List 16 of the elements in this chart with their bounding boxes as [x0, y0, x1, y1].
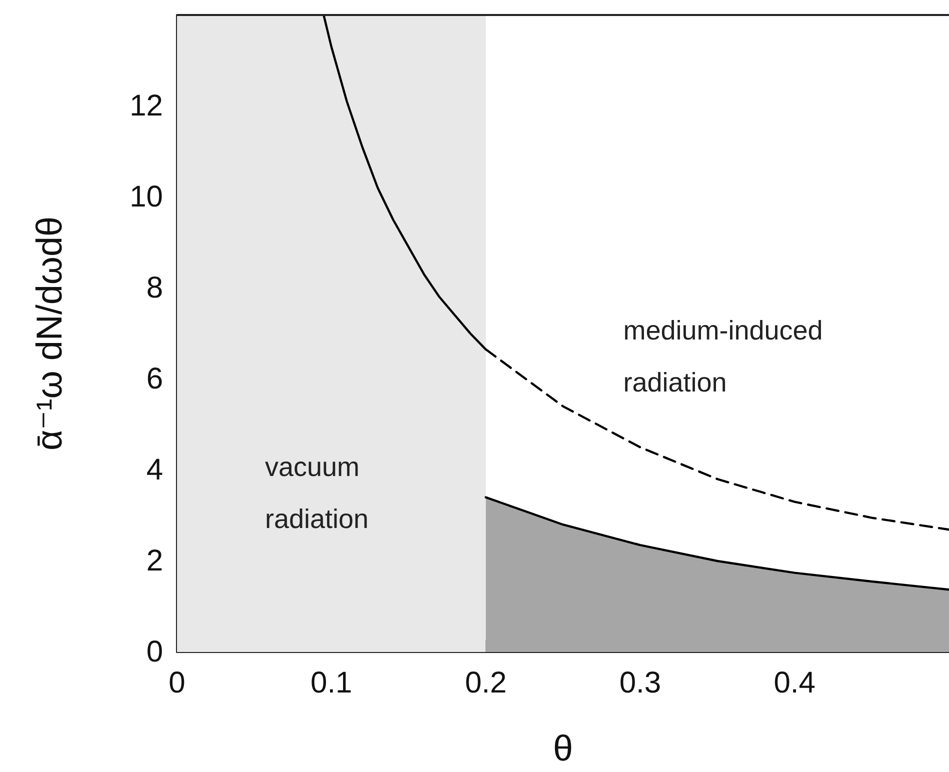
- x-tick-label: 0.2: [464, 666, 507, 700]
- x-axis-title: θ: [552, 728, 574, 768]
- y-tick-label: 2: [146, 544, 163, 578]
- annotation: medium-induced radiation: [623, 315, 823, 398]
- y-axis-title: ᾱ⁻¹ω dN/dωdθ: [28, 216, 70, 451]
- y-tick-label: 4: [146, 454, 163, 486]
- y-tick-label: 6: [146, 362, 163, 396]
- y-tick-label: 10: [130, 180, 163, 214]
- annotation: vacuum radiation: [265, 452, 369, 534]
- y-tick-label: 12: [130, 90, 163, 122]
- x-tick-label: 0.1: [310, 666, 352, 700]
- x-tick-label: 0.3: [619, 666, 662, 700]
- y-tick-label: 8: [146, 272, 163, 304]
- x-tick-label: 0.4: [774, 666, 816, 700]
- x-tick-label: 0: [168, 666, 186, 700]
- y-tick-label: 0: [146, 636, 163, 668]
